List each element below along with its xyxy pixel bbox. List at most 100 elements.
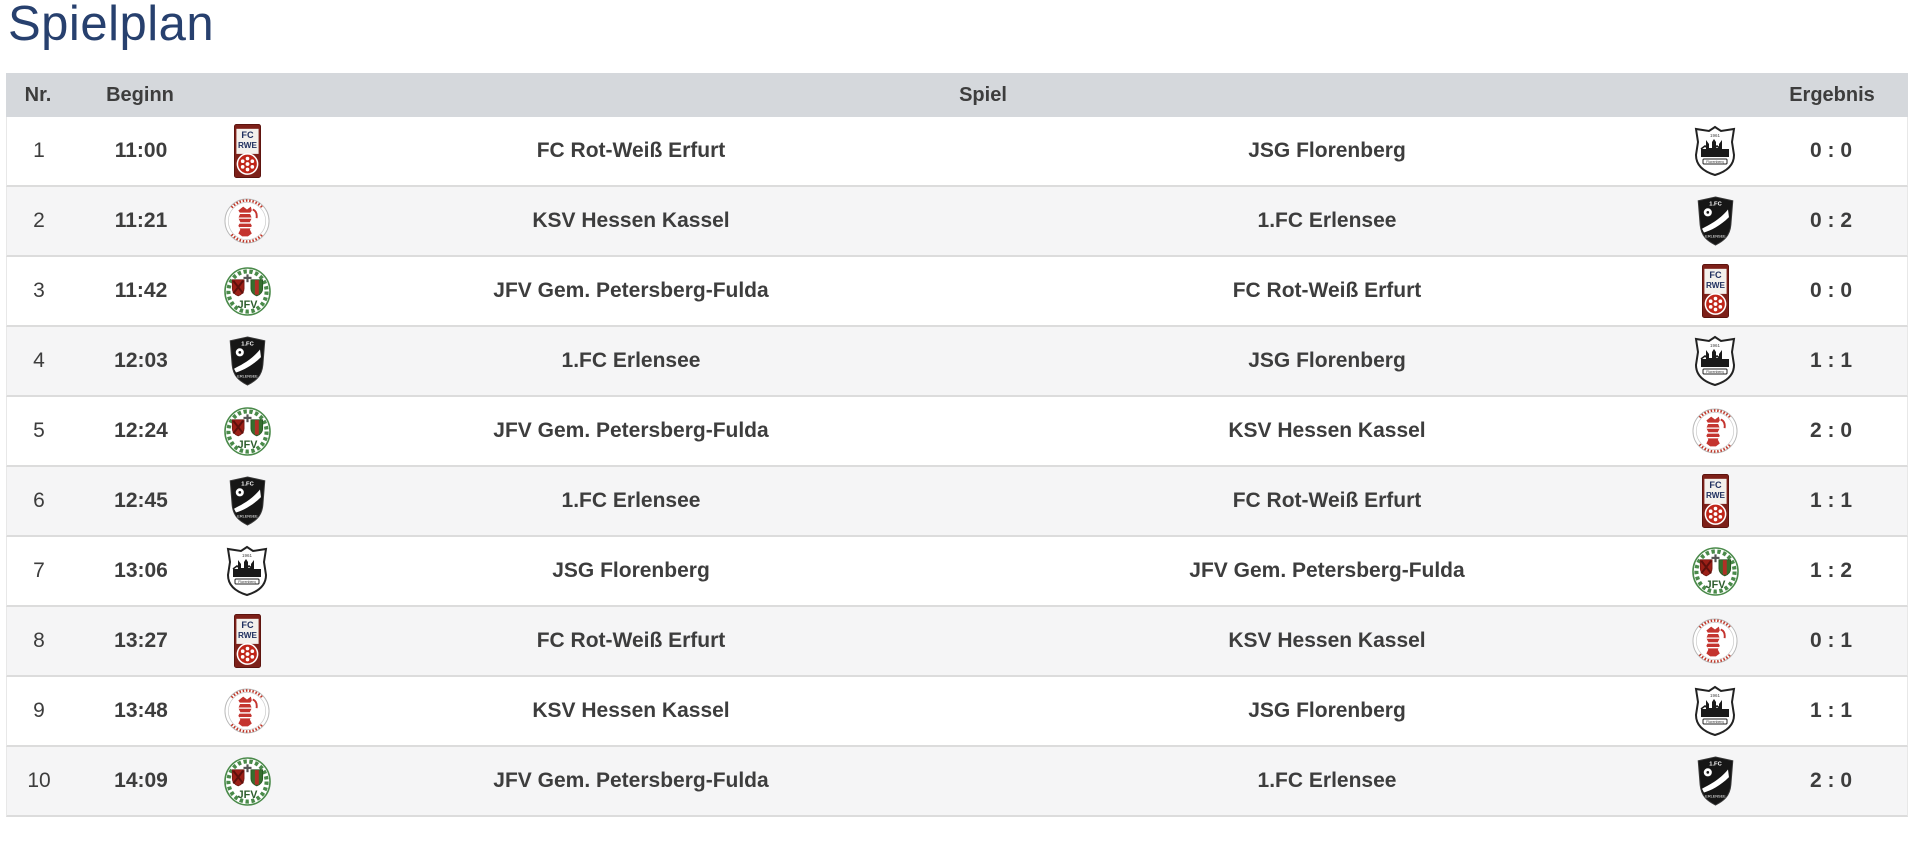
away-team-logo-icon [1695, 196, 1736, 246]
match-result: 0 : 0 [1809, 279, 1853, 302]
table-header-row: Nr. Beginn Spiel Ergebnis [6, 73, 1908, 117]
match-result: 0 : 0 [1809, 139, 1853, 162]
match-number: 8 [33, 629, 45, 652]
away-team-name: FC Rot-Weiß Erfurt [1232, 489, 1422, 512]
home-team-name: JFV Gem. Petersberg-Fulda [493, 419, 769, 442]
home-team-logo-icon [224, 267, 271, 316]
table-row[interactable]: 5 12:24 JFV Gem. Petersberg-Fulda KSV He… [6, 397, 1908, 467]
match-time: 12:03 [114, 349, 168, 372]
away-team-logo-cell [1675, 125, 1755, 177]
home-team-logo-icon [227, 476, 268, 526]
match-number: 7 [33, 559, 45, 582]
table-row[interactable]: 3 11:42 JFV Gem. Petersberg-Fulda FC Rot… [6, 257, 1908, 327]
match-result: 1 : 1 [1809, 349, 1853, 372]
home-team-name: JFV Gem. Petersberg-Fulda [493, 769, 769, 792]
header-beginn: Beginn [106, 83, 174, 106]
away-team-logo-cell [1675, 196, 1755, 246]
match-number: 9 [33, 699, 45, 722]
header-spiel: Spiel [959, 83, 1007, 106]
match-time: 11:21 [114, 209, 168, 232]
away-team-name: 1.FC Erlensee [1257, 209, 1397, 232]
home-team-logo-cell [211, 614, 283, 668]
home-team-name: KSV Hessen Kassel [532, 699, 730, 722]
match-result: 2 : 0 [1809, 769, 1853, 792]
away-team-logo-icon [1693, 685, 1737, 737]
home-team-logo-icon [224, 407, 271, 456]
home-team-logo-icon [224, 688, 270, 734]
away-team-logo-icon [1692, 547, 1739, 596]
table-row[interactable]: 7 13:06 JSG Florenberg JFV Gem. Petersbe… [6, 537, 1908, 607]
home-team-logo-cell [211, 545, 283, 597]
away-team-logo-cell [1675, 618, 1755, 664]
table-row[interactable]: 9 13:48 KSV Hessen Kassel JSG Florenberg… [6, 677, 1908, 747]
table-row[interactable]: 10 14:09 JFV Gem. Petersberg-Fulda 1.FC … [6, 747, 1908, 817]
home-team-logo-icon [224, 198, 270, 244]
home-team-logo-cell [211, 757, 283, 806]
away-team-logo-icon [1702, 474, 1729, 528]
page-title: Spielplan [8, 0, 215, 51]
match-result: 2 : 0 [1809, 419, 1853, 442]
match-time: 13:06 [114, 559, 168, 582]
away-team-logo-cell [1675, 264, 1755, 318]
match-result: 0 : 2 [1809, 209, 1853, 232]
home-team-name: JSG Florenberg [552, 559, 710, 582]
table-row[interactable]: 2 11:21 KSV Hessen Kassel 1.FC Erlensee … [6, 187, 1908, 257]
away-team-name: 1.FC Erlensee [1257, 769, 1397, 792]
away-team-name: KSV Hessen Kassel [1228, 419, 1426, 442]
match-result: 0 : 1 [1809, 629, 1853, 652]
away-team-logo-cell [1675, 408, 1755, 454]
home-team-logo-icon [234, 124, 261, 178]
match-time: 13:27 [114, 629, 168, 652]
header-ergebnis: Ergebnis [1789, 83, 1875, 106]
home-team-logo-cell [211, 198, 283, 244]
table-row[interactable]: 4 12:03 1.FC Erlensee JSG Florenberg 1 :… [6, 327, 1908, 397]
table-row[interactable]: 1 11:00 FC Rot-Weiß Erfurt JSG Florenber… [6, 117, 1908, 187]
away-team-logo-cell [1675, 547, 1755, 596]
match-number: 2 [33, 209, 45, 232]
table-row[interactable]: 8 13:27 FC Rot-Weiß Erfurt KSV Hessen Ka… [6, 607, 1908, 677]
table-body: 1 11:00 FC Rot-Weiß Erfurt JSG Florenber… [6, 117, 1908, 817]
home-team-logo-icon [234, 614, 261, 668]
away-team-name: JSG Florenberg [1248, 349, 1406, 372]
away-team-logo-cell [1675, 685, 1755, 737]
away-team-logo-icon [1692, 408, 1738, 454]
home-team-name: 1.FC Erlensee [561, 489, 701, 512]
match-time: 11:42 [114, 279, 168, 302]
home-team-logo-cell [211, 688, 283, 734]
away-team-logo-icon [1693, 335, 1737, 387]
home-team-name: JFV Gem. Petersberg-Fulda [493, 279, 769, 302]
home-team-name: KSV Hessen Kassel [532, 209, 730, 232]
match-number: 3 [33, 279, 45, 302]
away-team-name: JFV Gem. Petersberg-Fulda [1189, 559, 1465, 582]
match-time: 13:48 [114, 699, 168, 722]
away-team-name: JSG Florenberg [1248, 699, 1406, 722]
match-number: 1 [33, 139, 45, 162]
away-team-name: KSV Hessen Kassel [1228, 629, 1426, 652]
match-number: 4 [33, 349, 45, 372]
away-team-name: FC Rot-Weiß Erfurt [1232, 279, 1422, 302]
home-team-logo-cell [211, 336, 283, 386]
away-team-logo-icon [1693, 125, 1737, 177]
home-team-logo-icon [224, 757, 271, 806]
home-team-logo-cell [211, 407, 283, 456]
home-team-name: 1.FC Erlensee [561, 349, 701, 372]
match-number: 10 [27, 769, 51, 792]
table-row[interactable]: 6 12:45 1.FC Erlensee FC Rot-Weiß Erfurt… [6, 467, 1908, 537]
away-team-name: JSG Florenberg [1248, 139, 1406, 162]
match-result: 1 : 2 [1809, 559, 1853, 582]
match-result: 1 : 1 [1809, 699, 1853, 722]
match-time: 14:09 [114, 769, 168, 792]
home-team-logo-icon [227, 336, 268, 386]
match-time: 12:24 [114, 419, 168, 442]
schedule-table: Nr. Beginn Spiel Ergebnis 1 11:00 FC Rot… [6, 73, 1908, 817]
match-number: 5 [33, 419, 45, 442]
match-result: 1 : 1 [1809, 489, 1853, 512]
away-team-logo-cell [1675, 335, 1755, 387]
home-team-logo-icon [225, 545, 269, 597]
home-team-name: FC Rot-Weiß Erfurt [536, 139, 726, 162]
match-time: 12:45 [114, 489, 168, 512]
away-team-logo-icon [1692, 618, 1738, 664]
match-time: 11:00 [114, 139, 168, 162]
home-team-logo-cell [211, 267, 283, 316]
